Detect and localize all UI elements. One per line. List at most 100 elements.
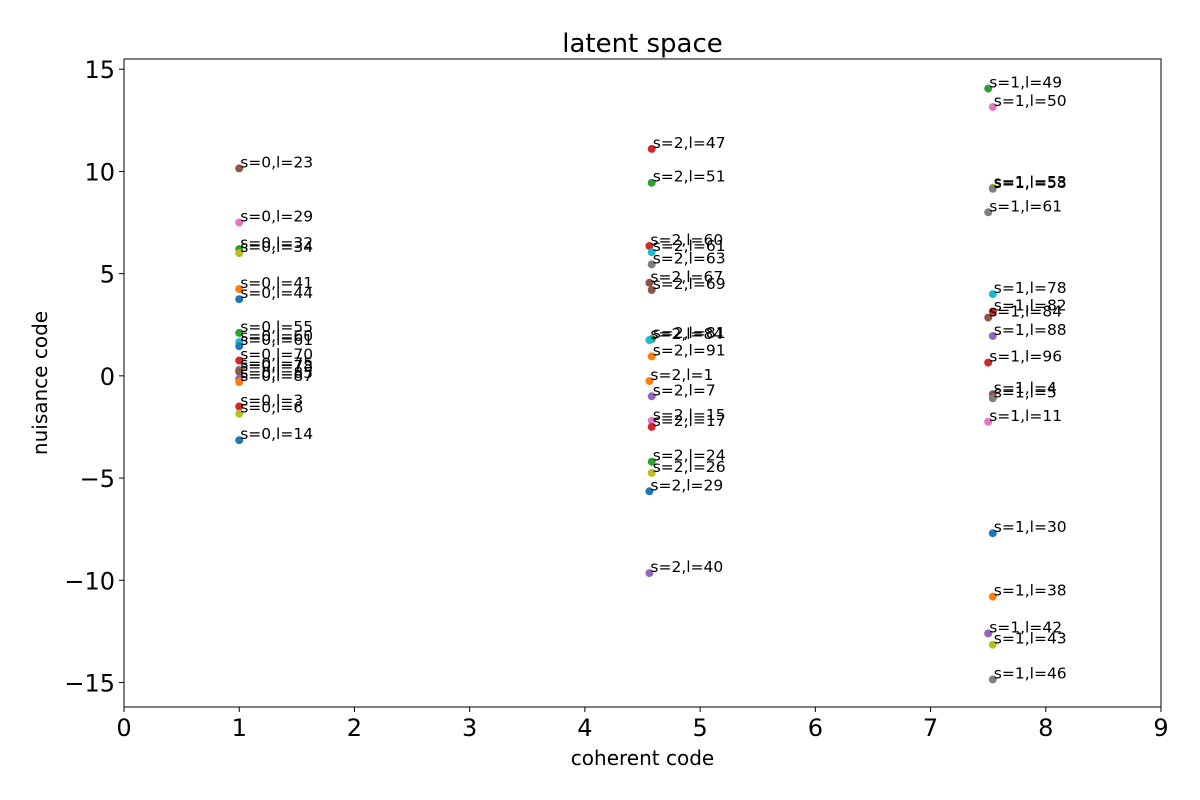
data-point bbox=[645, 242, 654, 250]
data-point bbox=[645, 278, 654, 287]
point-label: s=2,l=63 bbox=[653, 249, 726, 267]
point-label: s=1,l=96 bbox=[989, 348, 1062, 366]
point-label: s=1,l=58 bbox=[994, 174, 1067, 192]
point-label: s=2,l=1 bbox=[650, 366, 713, 384]
data-point bbox=[235, 285, 244, 293]
point-label: s=2,l=81 bbox=[653, 324, 726, 342]
data-point bbox=[988, 675, 997, 684]
data-point bbox=[645, 487, 654, 496]
point-label: s=2,l=91 bbox=[653, 341, 726, 359]
point-label: s=0,l=29 bbox=[240, 208, 313, 226]
x-axis-label: coherent code bbox=[571, 746, 714, 770]
point-label: s=1,l=38 bbox=[994, 582, 1067, 600]
data-point bbox=[984, 84, 993, 93]
data-point bbox=[235, 378, 244, 386]
point-label: s=0,l=14 bbox=[240, 425, 313, 443]
point-label: s=0,l=34 bbox=[240, 238, 313, 256]
point-label: s=0,l=60 bbox=[240, 327, 313, 345]
data-point bbox=[235, 218, 244, 227]
data-point bbox=[988, 307, 997, 316]
point-label: s=2,l=40 bbox=[650, 558, 723, 576]
point-label: s=0,l=32 bbox=[240, 234, 313, 252]
x-tick-label: 4 bbox=[577, 714, 592, 742]
data-point bbox=[988, 640, 997, 649]
data-point bbox=[235, 409, 244, 418]
data-point bbox=[235, 328, 244, 337]
points-layer bbox=[235, 84, 997, 684]
y-tick-label: 0 bbox=[100, 363, 115, 391]
point-label: s=2,l=67 bbox=[650, 268, 723, 286]
data-point bbox=[235, 367, 244, 376]
point-label: s=0,l=55 bbox=[240, 318, 313, 336]
point-label: s=0,l=41 bbox=[240, 274, 313, 292]
point-label: s=2,l=29 bbox=[650, 476, 723, 494]
point-label: s=0,l=23 bbox=[240, 153, 313, 171]
data-point bbox=[984, 417, 993, 426]
y-tick-label: 10 bbox=[84, 158, 115, 186]
y-axis-label: nuisance code bbox=[28, 311, 52, 455]
data-point bbox=[984, 358, 993, 367]
data-point bbox=[647, 352, 656, 361]
point-label: s=2,l=7 bbox=[653, 381, 716, 399]
y-tick-label: −5 bbox=[80, 465, 115, 493]
data-point bbox=[647, 260, 656, 269]
data-point bbox=[647, 422, 656, 431]
point-label: s=1,l=88 bbox=[994, 321, 1067, 339]
point-label: s=2,l=61 bbox=[653, 237, 726, 255]
point-label: s=1,l=78 bbox=[994, 279, 1067, 297]
point-label: s=1,l=30 bbox=[994, 518, 1067, 536]
x-axis: 0 1 2 3 4 5 6 7 8 9 bbox=[116, 707, 1169, 742]
data-point bbox=[235, 342, 244, 351]
data-point bbox=[647, 286, 656, 294]
point-label: s=1,l=42 bbox=[989, 618, 1062, 636]
point-labels-layer: s=0,l=23 s=0,l=29 s=0,l=32s=0,l=34 s=0,l=41… bbox=[240, 74, 1066, 683]
data-point bbox=[235, 402, 244, 411]
data-point bbox=[645, 336, 654, 345]
y-tick-label: 15 bbox=[84, 56, 115, 84]
data-point bbox=[645, 569, 654, 578]
point-label: s=0,l=87 bbox=[240, 367, 313, 385]
point-label: s=1,l=46 bbox=[994, 664, 1067, 682]
y-tick-label: −15 bbox=[64, 669, 115, 697]
point-label: s=2,l=69 bbox=[653, 275, 726, 293]
data-point bbox=[235, 249, 244, 258]
data-point bbox=[647, 468, 656, 477]
x-tick-label: 9 bbox=[1153, 714, 1168, 742]
point-label: s=1,l=5 bbox=[994, 383, 1057, 401]
point-label: s=0,l=70 bbox=[240, 346, 313, 364]
point-label: s=1,l=50 bbox=[994, 92, 1067, 110]
data-point bbox=[988, 529, 997, 538]
x-tick-label: 6 bbox=[808, 714, 823, 742]
point-label: s=1,l=11 bbox=[989, 407, 1062, 425]
data-point bbox=[235, 164, 244, 173]
x-tick-label: 2 bbox=[347, 714, 362, 742]
x-tick-label: 1 bbox=[232, 714, 247, 742]
data-point bbox=[647, 457, 656, 466]
data-point bbox=[235, 436, 244, 445]
data-point bbox=[988, 332, 997, 340]
data-point bbox=[647, 248, 656, 257]
plot-area-frame bbox=[123, 58, 1162, 708]
point-label: s=1,l=61 bbox=[989, 197, 1062, 215]
y-tick-label: −10 bbox=[64, 567, 115, 595]
point-label: s=2,l=15 bbox=[653, 406, 726, 424]
point-label: s=1,l=82 bbox=[994, 297, 1067, 315]
point-label: s=0,l=85 bbox=[240, 364, 313, 382]
point-label: s=2,l=24 bbox=[653, 447, 726, 465]
data-point bbox=[235, 295, 244, 304]
point-label: s=1,l=84 bbox=[989, 303, 1062, 321]
point-label: s=2,l=84 bbox=[650, 325, 723, 343]
data-point bbox=[647, 178, 656, 187]
point-label: s=0,l=75 bbox=[240, 355, 313, 373]
point-label: s=0,l=78 bbox=[240, 357, 313, 375]
data-point bbox=[647, 416, 656, 425]
point-label: s=2,l=47 bbox=[653, 134, 726, 152]
point-label: s=0,l=6 bbox=[240, 399, 303, 417]
data-point bbox=[647, 144, 656, 153]
point-label: s=0,l=44 bbox=[240, 284, 313, 302]
x-tick-label: 5 bbox=[692, 714, 707, 742]
y-axis: 15 10 5 0 −5 −10 −15 bbox=[64, 56, 124, 697]
point-label: s=2,l=51 bbox=[653, 168, 726, 186]
point-label: s=1,l=4 bbox=[994, 379, 1057, 397]
